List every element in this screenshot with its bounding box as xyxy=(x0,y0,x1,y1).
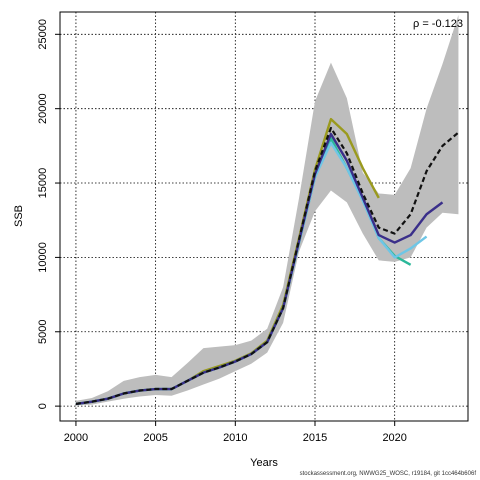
x-axis-label: Years xyxy=(250,457,278,469)
rho-annotation: ρ = -0.123 xyxy=(413,18,463,30)
footer-credit: stockassessment.org, NWWG25_WOSC, r19184… xyxy=(299,471,476,477)
confidence-band xyxy=(75,14,459,406)
x-tick-label: 2015 xyxy=(303,432,327,444)
x-axis: 2000 2005 2010 2015 2020 xyxy=(64,421,407,444)
x-tick-label: 2020 xyxy=(382,432,406,444)
y-axis-label: SSB xyxy=(13,205,25,227)
y-tick-label: 0 xyxy=(37,403,49,409)
y-axis: 0 5000 10000 15000 20000 25000 xyxy=(37,19,60,409)
series-line-5 xyxy=(75,126,460,405)
y-tick-label: 25000 xyxy=(37,19,49,50)
grid-lines xyxy=(60,12,468,421)
x-tick-label: 2000 xyxy=(64,432,88,444)
confidence-band-area xyxy=(75,14,459,406)
y-tick-label: 5000 xyxy=(37,320,49,344)
series-lines xyxy=(75,117,460,406)
y-tick-label: 15000 xyxy=(37,168,49,199)
plot-frame xyxy=(59,11,469,422)
y-tick-label: 20000 xyxy=(37,93,49,124)
x-tick-label: 2005 xyxy=(143,432,167,444)
x-tick-label: 2010 xyxy=(223,432,247,444)
y-tick-label: 10000 xyxy=(37,242,49,273)
